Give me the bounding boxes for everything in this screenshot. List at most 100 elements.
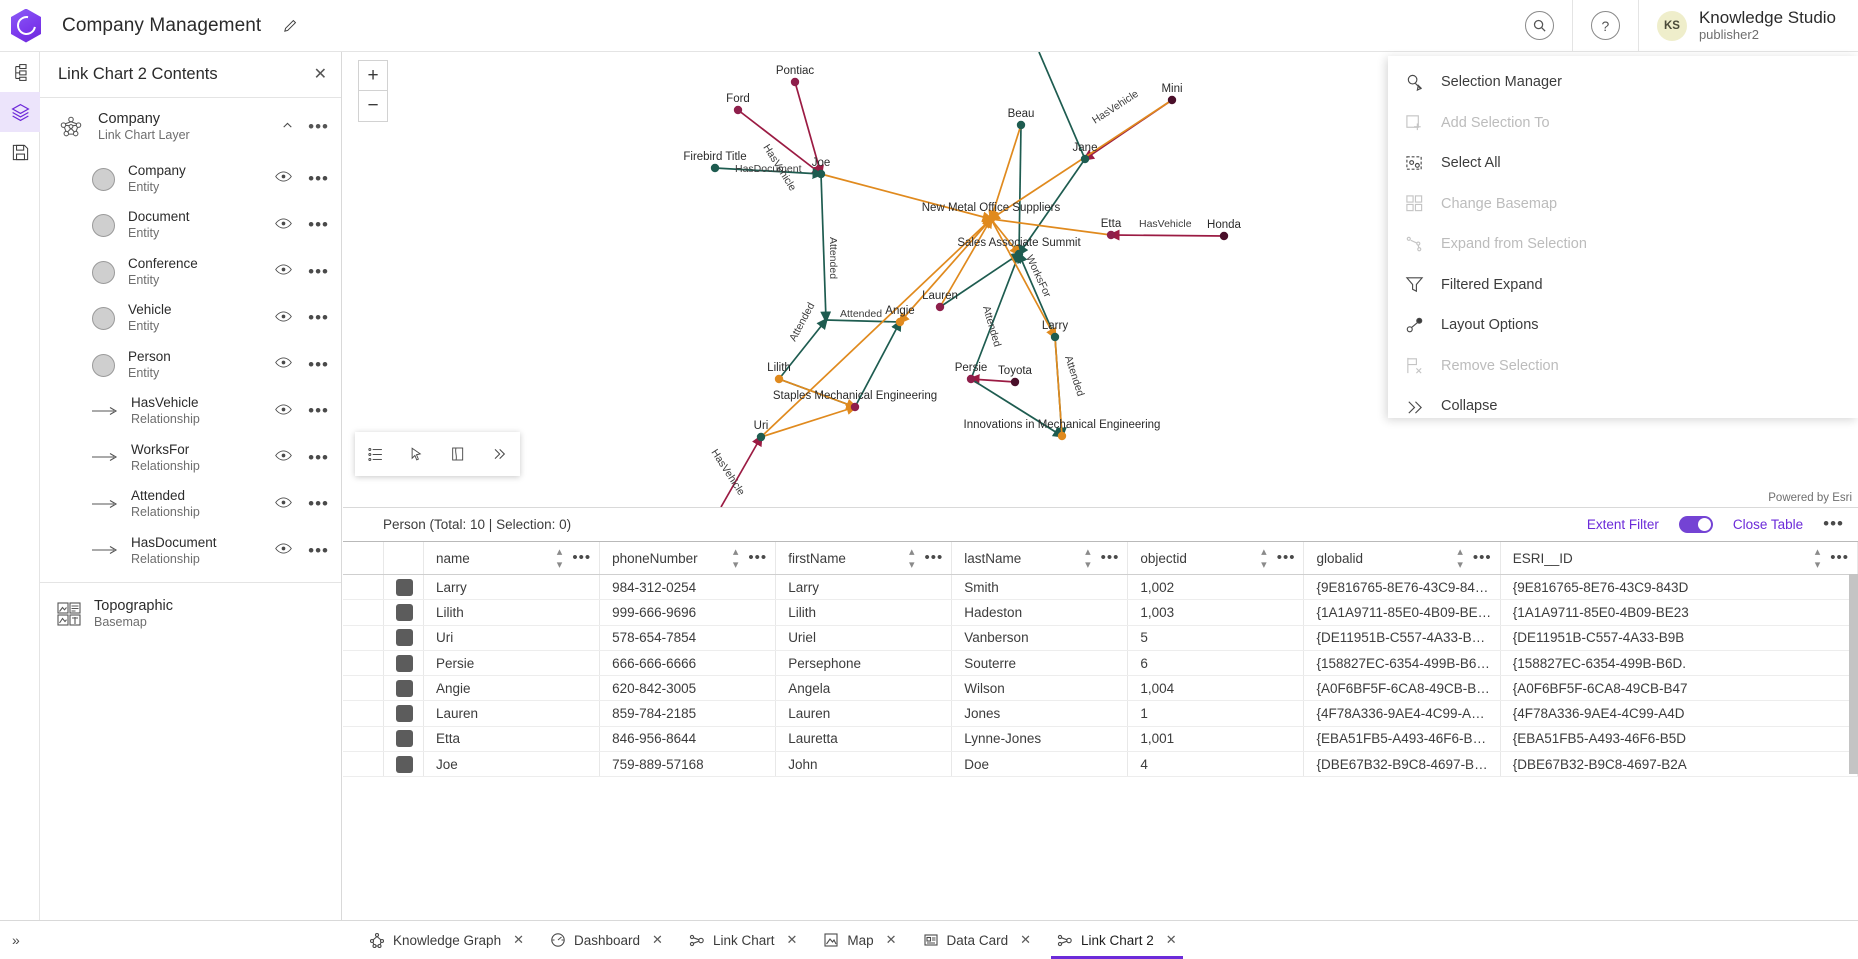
collapse-layer-button[interactable] [281,119,294,135]
sort-icon[interactable]: ▴ ▾ [1457,546,1463,571]
graph-node[interactable]: Jane [1073,142,1098,164]
data-grid[interactable]: name ▴ ▾ ••• phoneNumber ▴ ▾ ••• firstName ▴ ▾ ••• l… [343,541,1858,778]
close-table-button[interactable]: Close Table [1732,517,1804,532]
table-row[interactable]: Lauren 859-784-2185 Lauren Jones 1 {4F78A336-… [343,700,1858,727]
graph-node[interactable]: New Metal Office Suppliers [922,202,1061,224]
rail-item-hierarchy[interactable] [0,52,40,92]
table-row[interactable]: Etta 846-956-8644 Lauretta Lynne-Jones 1,001… [343,726,1858,753]
graph-node[interactable]: Joe [812,157,831,179]
layer-item-hasdocument[interactable]: HasDocument Relationship ••• [40,528,341,575]
context-menu-item-filtered-expand[interactable]: Filtered Expand [1388,265,1858,306]
table-row[interactable]: Angie 620-842-3005 Angela Wilson 1,004 {A0F6B… [343,675,1858,702]
layer-item-menu-button[interactable]: ••• [308,308,329,328]
layer-item-worksfor[interactable]: WorksFor Relationship ••• [40,435,341,482]
table-row[interactable]: Lilith 999-666-9696 Lilith Hadeston 1,003 {1A… [343,599,1858,626]
close-tab-icon[interactable]: ✕ [1020,932,1031,947]
context-menu-item-collapse[interactable]: Collapse [1388,386,1858,427]
node-dot[interactable] [1057,431,1067,441]
sort-icon[interactable]: ▴ ▾ [908,546,915,571]
node-dot[interactable] [1014,249,1024,259]
extent-filter-toggle[interactable] [1678,516,1713,533]
help-button[interactable]: ? [1590,11,1620,40]
layer-item-conference[interactable]: Conference Entity ••• [40,249,341,296]
sort-icon[interactable]: ▴ ▾ [732,546,739,571]
tab-dashboard[interactable]: Dashboard ✕ [538,921,675,959]
tab-knowledge-graph[interactable]: Knowledge Graph ✕ [357,921,536,959]
column-menu-button[interactable]: ••• [1276,549,1296,567]
row-select-box[interactable] [395,730,413,748]
column-menu-button[interactable]: ••• [1830,549,1849,567]
node-dot[interactable] [966,374,976,384]
row-select-box[interactable] [395,654,413,672]
row-select-cell[interactable] [383,650,425,677]
graph-node[interactable]: Toyota [998,365,1033,387]
layer-item-menu-button[interactable]: ••• [308,447,329,467]
column-header-esri__id[interactable]: ESRI__ID ▴ ▾ ••• [1500,542,1858,575]
graph-node[interactable]: Staples Mechanical Engineering [773,390,937,412]
node-dot[interactable] [710,163,720,173]
table-row[interactable]: Joe 759-889-57168 John Doe 4 {DBE67B32-B9C8-4… [343,751,1858,778]
context-menu-item-select-all[interactable]: Select All [1388,143,1858,184]
layer-item-menu-button[interactable]: ••• [308,215,329,235]
visibility-toggle-icon[interactable] [275,356,292,374]
layer-group-menu-button[interactable]: ••• [308,116,329,136]
node-dot[interactable] [816,169,826,179]
node-dot[interactable] [756,432,766,442]
sort-icon[interactable]: ▴ ▾ [1814,546,1821,571]
visibility-toggle-icon[interactable] [275,170,292,188]
visibility-toggle-icon[interactable] [275,403,292,421]
graph-node[interactable]: Lilith [767,362,791,384]
row-select-cell[interactable] [383,574,425,601]
layer-item-menu-button[interactable]: ••• [308,494,329,514]
user-info[interactable]: Knowledge Studio publisher2 [1699,8,1836,42]
close-panel-button[interactable]: ✕ [313,65,327,83]
table-vertical-scrollbar[interactable] [1849,574,1858,774]
column-header-objectid[interactable]: objectid ▴ ▾ ••• [1127,542,1305,575]
row-select-cell[interactable] [383,599,425,626]
sort-icon[interactable]: ▴ ▾ [1261,546,1267,571]
layer-group-row[interactable]: Company Link Chart Layer ••• [40,98,341,156]
table-options-button[interactable]: ••• [1823,514,1844,534]
graph-node[interactable]: Persie [955,362,988,384]
graph-node[interactable]: Firebird Title [683,151,747,173]
node-dot[interactable] [1080,154,1090,164]
basemap-row[interactable]: Topographic Basemap [40,583,341,645]
graph-node[interactable]: Pontiac [776,65,815,87]
select-column-header[interactable] [383,542,425,575]
edit-title-button[interactable] [277,13,303,39]
column-menu-button[interactable]: ••• [572,549,592,567]
graph-node[interactable]: Lauren [922,290,958,312]
row-select-cell[interactable] [383,726,425,753]
column-header-name[interactable]: name ▴ ▾ ••• [423,542,601,575]
bottom-left-expand[interactable]: » [0,920,343,959]
layer-item-menu-button[interactable]: ••• [308,401,329,421]
layer-item-menu-button[interactable]: ••• [308,261,329,281]
row-select-box[interactable] [395,679,413,697]
column-menu-button[interactable]: ••• [924,549,944,567]
pointer-icon[interactable] [402,439,432,469]
column-menu-button[interactable]: ••• [1100,549,1120,567]
visibility-toggle-icon[interactable] [275,449,292,467]
context-menu-item-layout-options[interactable]: Layout Options [1388,305,1858,346]
table-row[interactable]: Persie 666-666-6666 Persephone Souterre 6 {15… [343,650,1858,677]
layer-item-person[interactable]: Person Entity ••• [40,342,341,389]
node-dot[interactable] [774,374,784,384]
graph-node[interactable]: Angie [885,305,915,327]
close-tab-icon[interactable]: ✕ [1165,932,1177,947]
layer-item-document[interactable]: Document Entity ••• [40,202,341,249]
column-header-globalid[interactable]: globalid ▴ ▾ ••• [1303,542,1501,575]
column-header-phonenumber[interactable]: phoneNumber ▴ ▾ ••• [599,542,777,575]
table-row[interactable]: Uri 578-654-7854 Uriel Vanberson 5 {DE11951B-… [343,625,1858,651]
close-tab-icon[interactable]: ✕ [652,932,663,947]
row-select-cell[interactable] [383,675,425,702]
node-dot[interactable] [895,317,905,327]
zoom-in-button[interactable]: + [359,61,387,91]
rail-item-layers[interactable] [0,92,40,132]
layer-item-attended[interactable]: Attended Relationship ••• [40,481,341,528]
graph-node[interactable]: Honda [1207,219,1242,241]
layer-item-menu-button[interactable]: ••• [308,168,329,188]
row-select-cell[interactable] [383,700,425,727]
node-dot[interactable] [1106,230,1116,240]
visibility-toggle-icon[interactable] [275,310,292,328]
node-dot[interactable] [986,214,996,224]
